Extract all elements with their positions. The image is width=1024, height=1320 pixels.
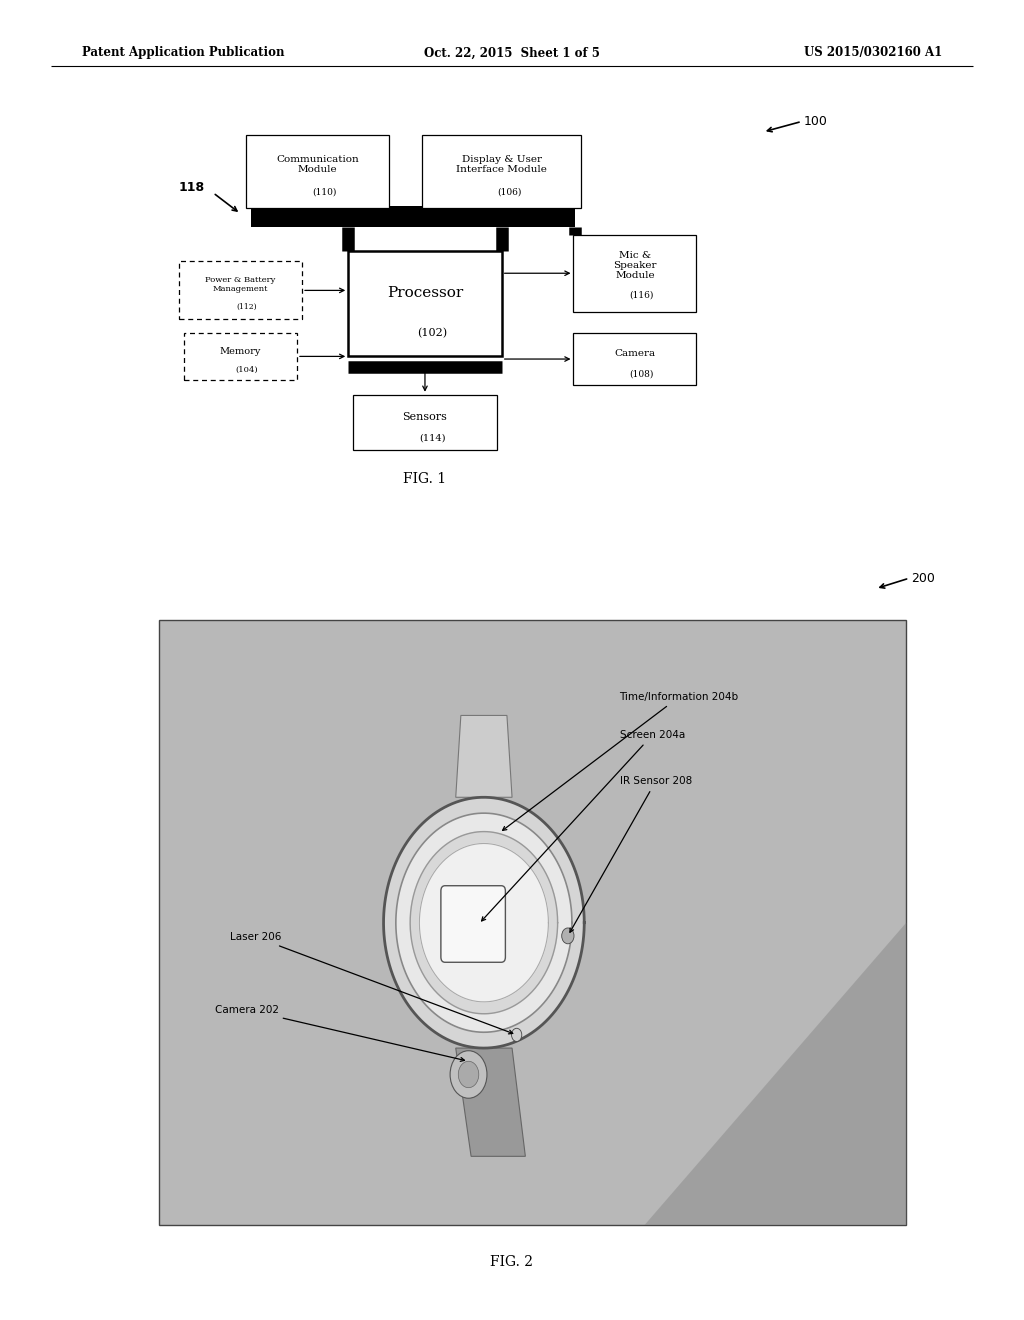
- Bar: [573, 333, 696, 385]
- Bar: [422, 135, 582, 207]
- Polygon shape: [384, 797, 585, 1048]
- Text: (102): (102): [418, 327, 447, 338]
- Text: (114): (114): [419, 433, 445, 442]
- Bar: [251, 206, 575, 227]
- Text: Power & Battery
Management: Power & Battery Management: [206, 276, 275, 293]
- Text: US 2015/0302160 A1: US 2015/0302160 A1: [804, 46, 942, 59]
- Text: (104): (104): [234, 366, 258, 374]
- Text: FIG. 2: FIG. 2: [490, 1255, 534, 1269]
- Text: Time/Information 204b: Time/Information 204b: [503, 692, 738, 830]
- Circle shape: [459, 1061, 479, 1088]
- Text: (112): (112): [237, 302, 257, 310]
- Polygon shape: [456, 715, 512, 797]
- Polygon shape: [396, 813, 572, 1032]
- Text: Camera 202: Camera 202: [215, 1005, 465, 1061]
- Circle shape: [451, 1051, 487, 1098]
- Text: 200: 200: [911, 572, 935, 585]
- Text: Camera: Camera: [614, 350, 655, 358]
- Bar: [353, 395, 497, 450]
- Text: Laser 206: Laser 206: [230, 932, 513, 1034]
- Bar: [159, 620, 906, 1225]
- Text: Oct. 22, 2015  Sheet 1 of 5: Oct. 22, 2015 Sheet 1 of 5: [424, 46, 600, 59]
- Text: 100: 100: [804, 115, 827, 128]
- Text: Sensors: Sensors: [402, 412, 447, 422]
- Text: Patent Application Publication: Patent Application Publication: [82, 46, 285, 59]
- Text: Processor: Processor: [387, 286, 463, 300]
- Text: 118: 118: [178, 181, 205, 194]
- Bar: [348, 251, 502, 356]
- Circle shape: [512, 1028, 522, 1041]
- Polygon shape: [456, 1048, 525, 1156]
- Text: Memory: Memory: [220, 347, 261, 356]
- Text: (116): (116): [629, 290, 653, 300]
- Text: (108): (108): [629, 370, 653, 379]
- Text: (110): (110): [312, 187, 337, 197]
- Polygon shape: [569, 923, 906, 1225]
- Text: Display & User
Interface Module: Display & User Interface Module: [457, 154, 547, 174]
- Polygon shape: [411, 832, 558, 1014]
- Bar: [246, 135, 389, 207]
- Bar: [184, 333, 297, 380]
- Text: IR Sensor 208: IR Sensor 208: [570, 776, 692, 932]
- Text: Mic &
Speaker
Module: Mic & Speaker Module: [613, 251, 656, 280]
- FancyBboxPatch shape: [441, 886, 506, 962]
- Polygon shape: [420, 843, 549, 1002]
- Text: Screen 204a: Screen 204a: [481, 730, 685, 921]
- Bar: [573, 235, 696, 312]
- Text: (106): (106): [498, 187, 522, 197]
- Text: FIG. 1: FIG. 1: [403, 473, 446, 486]
- Circle shape: [562, 928, 574, 944]
- Bar: [179, 261, 302, 319]
- Text: Communication
Module: Communication Module: [276, 154, 358, 174]
